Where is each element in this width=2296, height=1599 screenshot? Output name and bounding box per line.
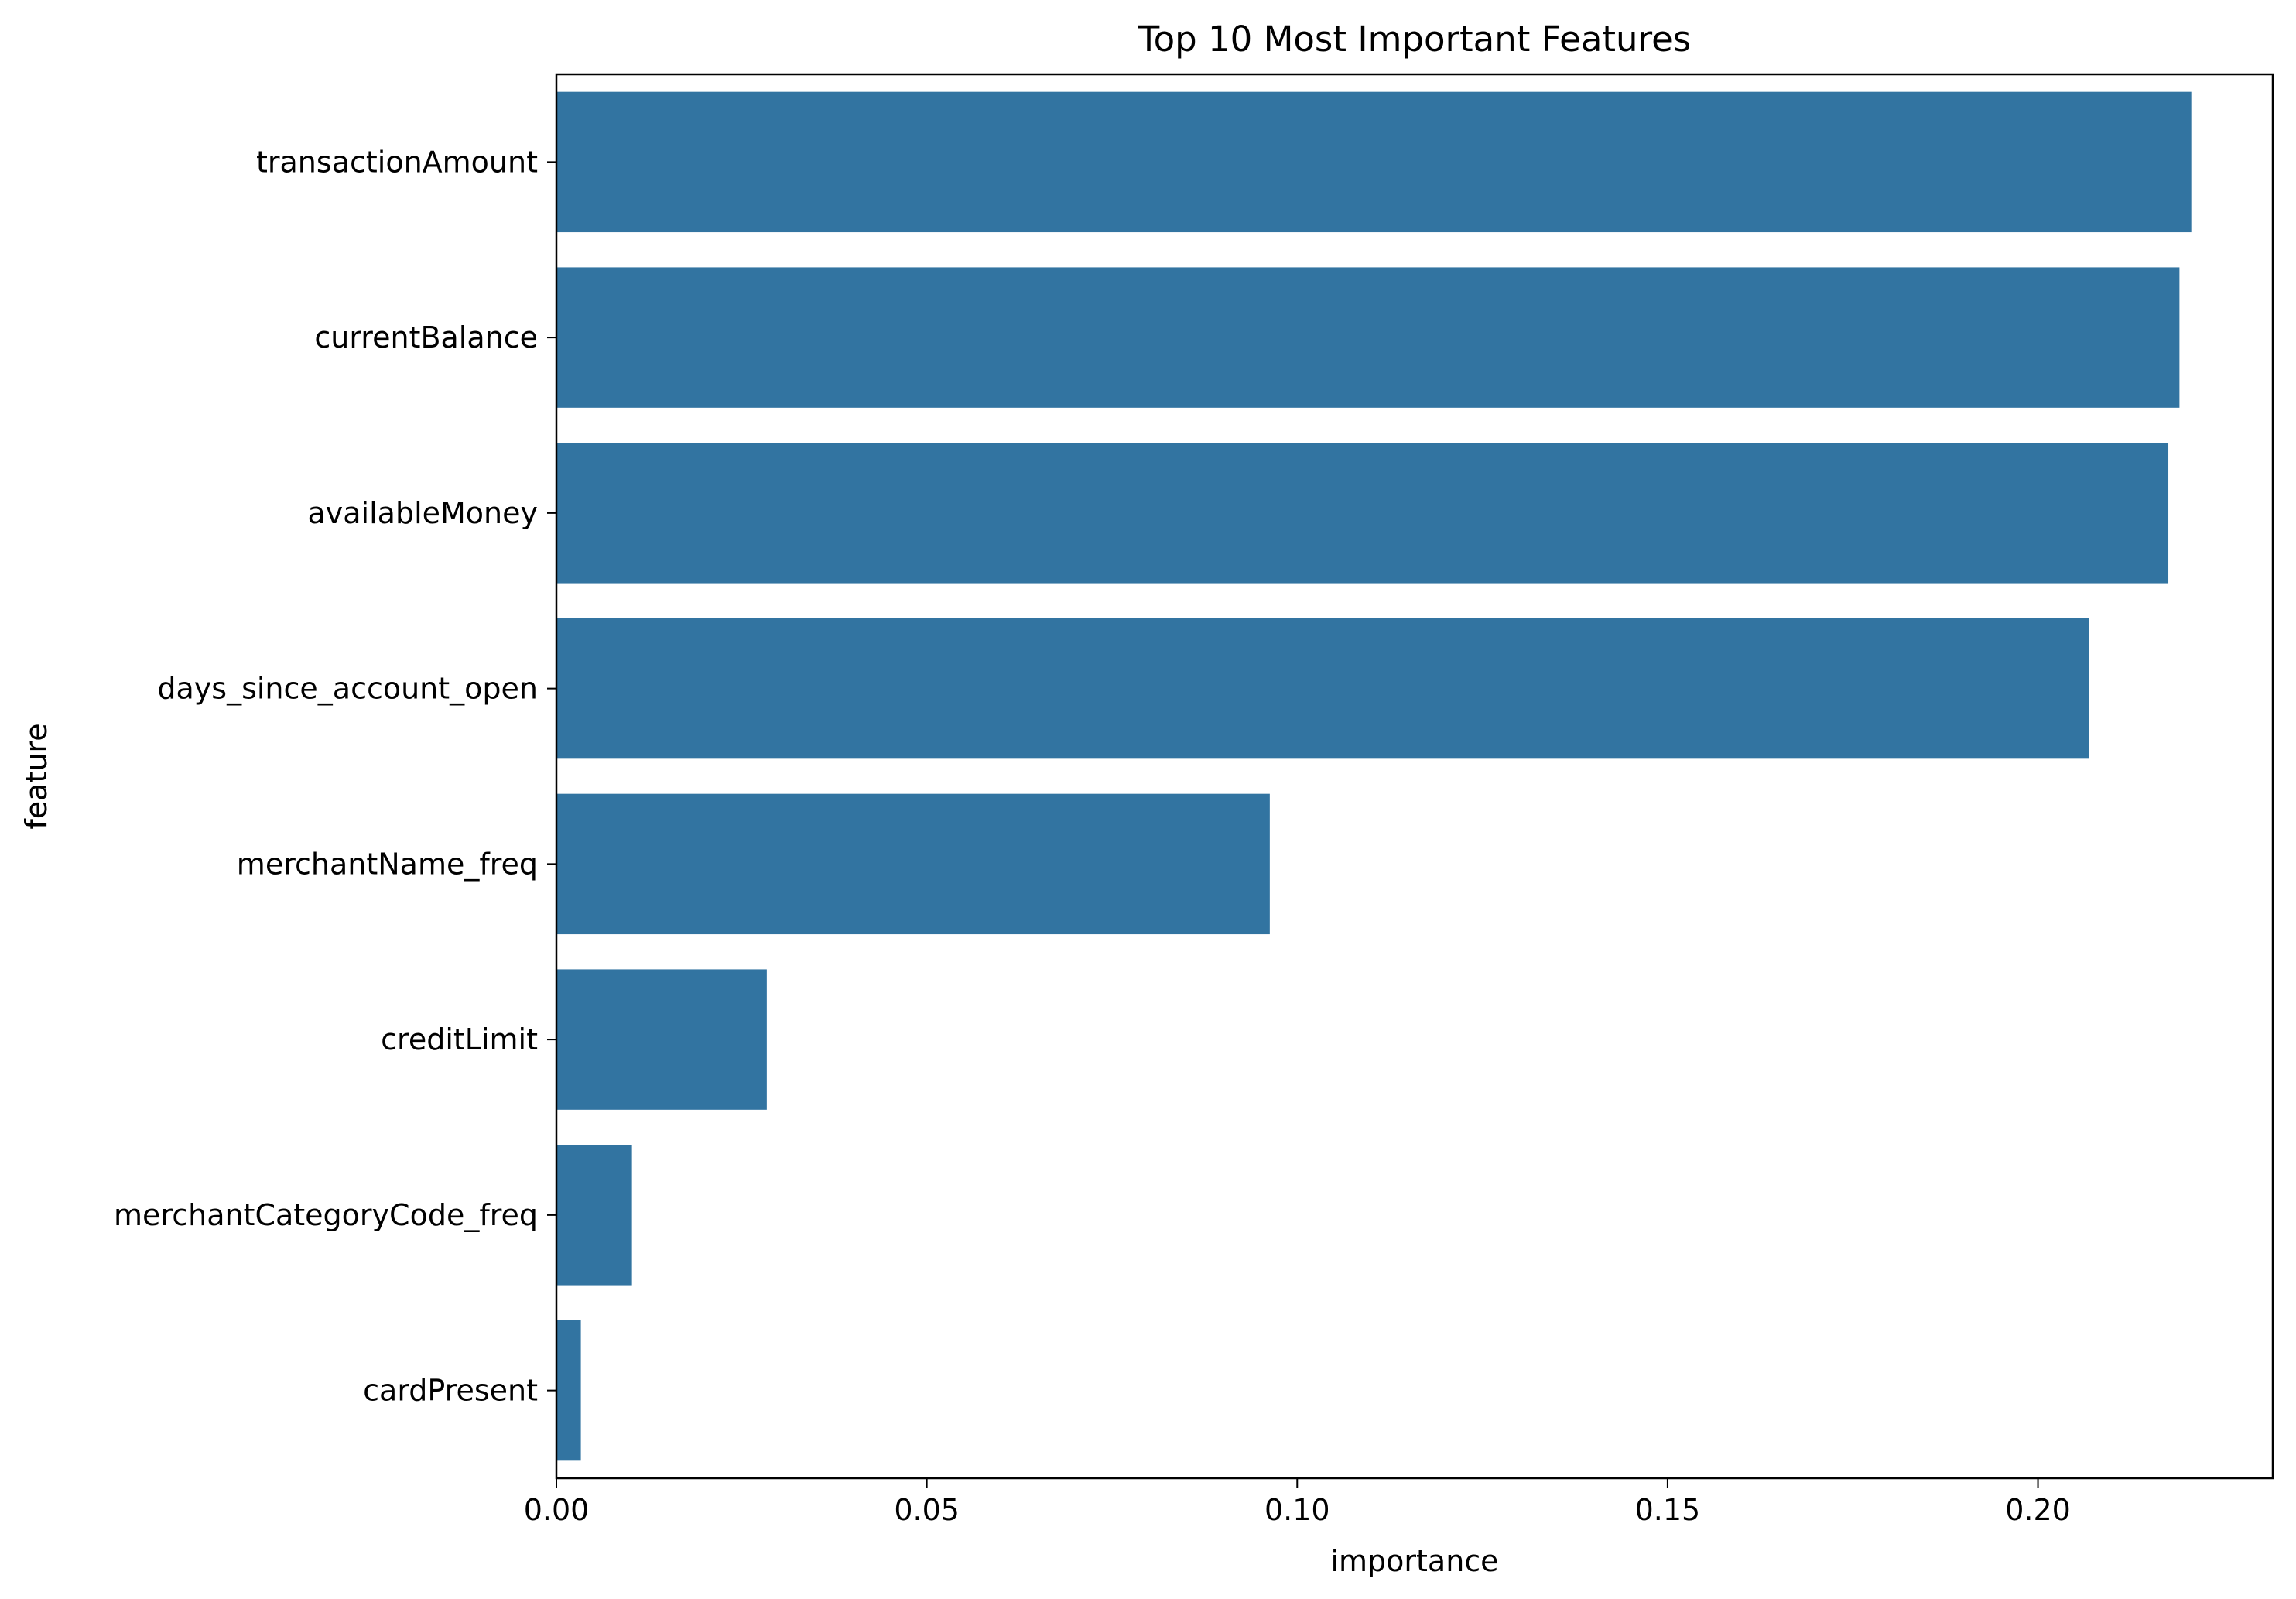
plot-frame	[555, 73, 2274, 1480]
bar-merchantCategoryCode_freq	[556, 1145, 632, 1286]
bar-transactionAmount	[556, 91, 2192, 233]
y-tick-label: days_since_account_open	[157, 672, 538, 706]
x-axis-label: importance	[1330, 1544, 1498, 1578]
x-tick-label: 0.00	[524, 1493, 590, 1527]
bar-merchantName_freq	[556, 793, 1270, 935]
x-ticks-group: 0.00 0.05 0.10 0.15 0.20	[524, 1478, 2071, 1527]
bars-group	[556, 91, 2192, 1461]
y-tick-label: creditLimit	[381, 1022, 538, 1056]
y-tick-label: availableMoney	[307, 496, 538, 530]
bar-availableMoney	[556, 443, 2169, 584]
y-tick-label: merchantName_freq	[237, 847, 538, 881]
y-ticks-group: transactionAmount currentBalance available…	[114, 145, 556, 1408]
bar-cardPresent	[556, 1320, 581, 1461]
x-tick-label: 0.20	[2005, 1493, 2071, 1527]
bar-currentBalance	[556, 267, 2180, 408]
x-tick-label: 0.05	[894, 1493, 960, 1527]
chart-title: Top 10 Most Important Features	[1138, 19, 1691, 60]
x-tick-label: 0.15	[1635, 1493, 1701, 1527]
bar-days_since_account_open	[556, 618, 2089, 759]
y-axis-label: feature	[19, 723, 53, 829]
y-tick-label: cardPresent	[363, 1374, 538, 1408]
y-tick-label: transactionAmount	[256, 145, 538, 179]
y-tick-label: merchantCategoryCode_freq	[114, 1198, 538, 1232]
x-tick-label: 0.10	[1264, 1493, 1330, 1527]
y-tick-label: currentBalance	[314, 320, 538, 354]
bar-creditLimit	[556, 969, 767, 1110]
